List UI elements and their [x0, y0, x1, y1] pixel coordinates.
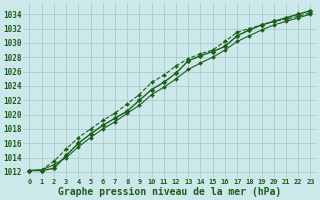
X-axis label: Graphe pression niveau de la mer (hPa): Graphe pression niveau de la mer (hPa)	[58, 186, 282, 197]
